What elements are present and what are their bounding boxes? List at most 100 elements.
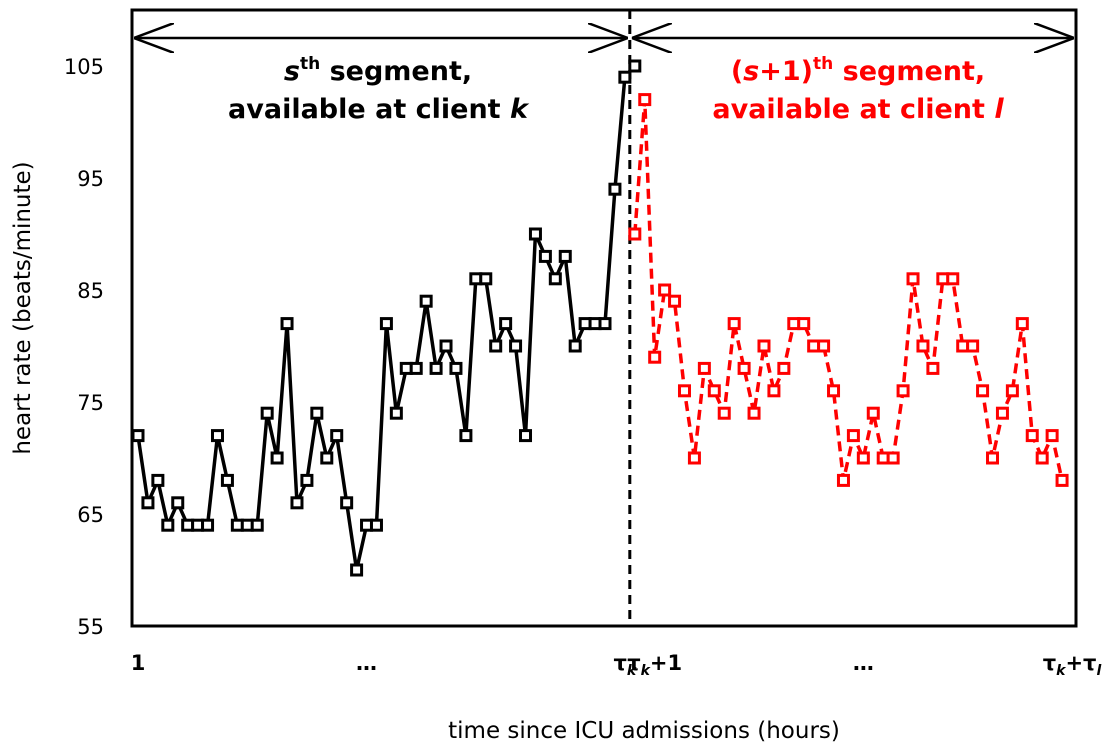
data-point	[409, 361, 423, 375]
data-point	[449, 361, 463, 375]
data-point	[171, 496, 185, 510]
data-point	[1015, 317, 1029, 331]
data-point	[1005, 384, 1019, 398]
y-tick-label: 65	[77, 503, 104, 527]
data-point	[499, 317, 513, 331]
data-point	[628, 227, 642, 241]
x-tick-label: τk+1	[627, 651, 682, 679]
data-point	[886, 451, 900, 465]
data-point	[608, 182, 622, 196]
data-point	[201, 518, 215, 532]
data-point	[986, 451, 1000, 465]
data-point	[976, 384, 990, 398]
data-point	[419, 294, 433, 308]
data-point	[1045, 429, 1059, 443]
data-point	[906, 272, 920, 286]
data-point	[330, 429, 344, 443]
data-point	[966, 339, 980, 353]
data-point	[151, 473, 165, 487]
segment-label-line2: available at client k	[228, 94, 530, 125]
data-point	[946, 272, 960, 286]
data-point	[836, 473, 850, 487]
data-point	[717, 406, 731, 420]
data-point	[658, 283, 672, 297]
data-point	[598, 317, 612, 331]
data-point	[1035, 451, 1049, 465]
data-point	[270, 451, 284, 465]
data-point	[210, 429, 224, 443]
y-tick-label: 75	[77, 391, 104, 415]
data-point	[439, 339, 453, 353]
y-tick-label: 55	[77, 615, 104, 639]
data-point	[509, 339, 523, 353]
data-point	[668, 294, 682, 308]
data-point	[260, 406, 274, 420]
data-point	[369, 518, 383, 532]
data-point	[459, 429, 473, 443]
y-tick-label: 95	[77, 167, 104, 191]
data-point	[896, 384, 910, 398]
data-point	[777, 361, 791, 375]
data-point	[817, 339, 831, 353]
data-point	[638, 93, 652, 107]
data-point	[995, 406, 1009, 420]
data-point	[280, 317, 294, 331]
data-point	[320, 451, 334, 465]
data-point	[340, 496, 354, 510]
data-point	[568, 339, 582, 353]
data-point	[1055, 473, 1069, 487]
data-point	[697, 361, 711, 375]
data-point	[677, 384, 691, 398]
data-point	[1025, 429, 1039, 443]
data-point	[300, 473, 314, 487]
data-point	[350, 563, 364, 577]
data-point	[767, 384, 781, 398]
data-point	[797, 317, 811, 331]
data-point	[687, 451, 701, 465]
data-point	[528, 227, 542, 241]
x-axis-label: time since ICU admissions (hours)	[448, 718, 840, 744]
data-point	[479, 272, 493, 286]
data-point	[757, 339, 771, 353]
x-tick-label: …	[356, 651, 377, 675]
x-tick-label: …	[853, 651, 874, 675]
data-point	[618, 70, 632, 84]
data-point	[548, 272, 562, 286]
data-point	[558, 249, 572, 263]
segment-label-line1: sth segment,	[284, 54, 472, 87]
data-point	[926, 361, 940, 375]
data-point	[747, 406, 761, 420]
data-point	[866, 406, 880, 420]
data-point	[379, 317, 393, 331]
plot-frame	[130, 8, 1078, 628]
data-point	[389, 406, 403, 420]
data-point	[220, 473, 234, 487]
data-point	[737, 361, 751, 375]
data-point	[519, 429, 533, 443]
y-axis-label: heart rate (beats/minute)	[10, 161, 36, 454]
data-point	[310, 406, 324, 420]
data-point	[250, 518, 264, 532]
segment-label-line1: (s+1)th segment,	[731, 54, 985, 87]
data-point	[916, 339, 930, 353]
data-point	[856, 451, 870, 465]
y-tick-label: 105	[64, 55, 104, 79]
data-point	[429, 361, 443, 375]
segment-label-line2: available at client l	[712, 94, 1004, 125]
data-point	[827, 384, 841, 398]
data-point	[290, 496, 304, 510]
data-point	[727, 317, 741, 331]
series-line-2	[633, 97, 1064, 483]
data-point	[161, 518, 175, 532]
data-point	[131, 429, 145, 443]
data-point	[628, 59, 642, 73]
data-point	[141, 496, 155, 510]
x-tick-label: 1	[131, 651, 146, 675]
x-tick-label: τk+τl	[1043, 651, 1102, 679]
data-point	[846, 429, 860, 443]
x-tick-label: τk	[614, 651, 638, 679]
data-point	[707, 384, 721, 398]
y-tick-label: 85	[77, 279, 104, 303]
data-point	[489, 339, 503, 353]
